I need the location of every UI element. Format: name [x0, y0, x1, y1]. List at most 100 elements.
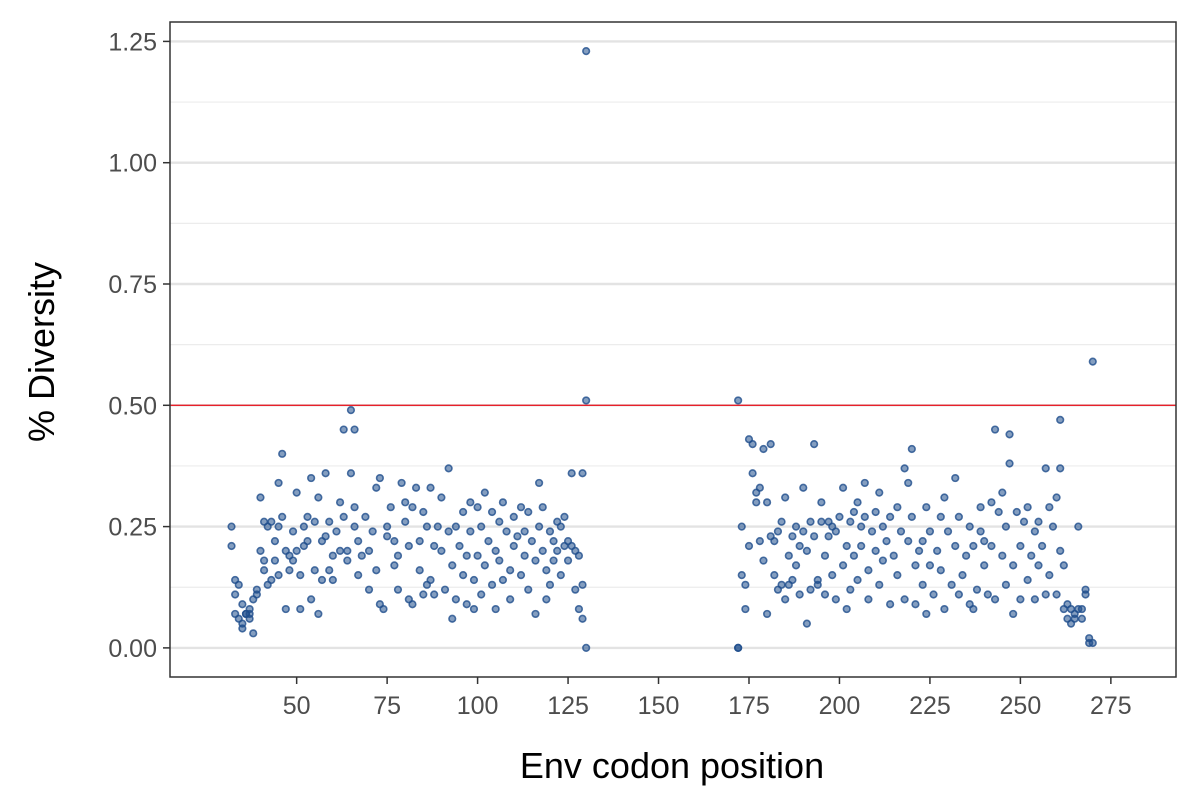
data-point: [828, 571, 837, 580]
data-point: [455, 541, 464, 551]
data-point: [415, 537, 424, 546]
data-point: [980, 537, 989, 546]
data-point: [430, 541, 439, 551]
data-point: [466, 527, 475, 536]
data-point: [1059, 561, 1068, 570]
data-point: [502, 527, 511, 536]
data-point: [1005, 459, 1014, 468]
data-point: [911, 600, 920, 609]
x-tick-label: 200: [819, 692, 861, 720]
data-point: [386, 503, 395, 512]
data-point: [325, 566, 334, 575]
data-point: [227, 541, 236, 551]
data-point: [419, 507, 428, 517]
data-point: [469, 604, 479, 614]
data-point: [516, 503, 526, 512]
data-point: [951, 541, 960, 551]
data-point: [477, 522, 486, 531]
data-point: [354, 571, 363, 580]
data-point: [1056, 546, 1065, 555]
data-point: [296, 571, 305, 580]
data-point: [824, 532, 833, 541]
data-point: [969, 541, 978, 551]
data-point: [513, 532, 522, 541]
data-point: [741, 580, 750, 589]
data-point: [737, 522, 746, 531]
x-tick-label: 50: [283, 692, 311, 720]
data-point: [582, 643, 591, 652]
data-point: [364, 585, 374, 594]
data-point: [835, 512, 844, 521]
data-point: [842, 604, 851, 614]
data-point: [451, 595, 460, 604]
data-point: [799, 483, 808, 492]
data-point: [426, 483, 435, 492]
data-point: [871, 507, 880, 517]
data-point: [954, 512, 963, 521]
x-tick-label: 125: [547, 692, 589, 720]
data-point: [1052, 590, 1061, 599]
data-point: [1077, 614, 1087, 623]
data-point: [1019, 517, 1029, 526]
data-point: [1088, 638, 1097, 648]
data-points: [227, 47, 1097, 652]
data-point: [820, 551, 830, 560]
data-point: [886, 600, 895, 609]
data-point: [943, 527, 953, 536]
data-point: [976, 503, 985, 512]
data-point: [781, 595, 790, 604]
y-tick-label: 0.25: [108, 514, 157, 542]
data-point: [495, 517, 504, 526]
data-point: [437, 546, 446, 555]
data-point: [379, 604, 388, 614]
data-point: [473, 551, 482, 560]
data-point: [846, 517, 855, 526]
data-point: [998, 551, 1007, 560]
data-point: [1088, 357, 1097, 366]
data-point: [480, 488, 489, 497]
data-point: [994, 507, 1003, 517]
data-point: [958, 571, 967, 580]
data-point: [922, 503, 931, 512]
data-point: [571, 585, 580, 594]
data-point: [328, 551, 337, 560]
data-point: [556, 571, 565, 580]
data-point: [527, 537, 536, 546]
data-point: [954, 590, 963, 599]
data-point: [755, 537, 764, 546]
data-point: [524, 585, 533, 594]
data-point: [846, 585, 855, 594]
data-point: [1045, 571, 1054, 580]
data-point: [1016, 541, 1025, 551]
data-point: [1056, 464, 1065, 473]
data-point: [487, 507, 497, 517]
data-point: [925, 527, 935, 536]
data-point: [227, 522, 236, 531]
data-point: [1001, 522, 1011, 531]
data-point: [904, 537, 913, 546]
data-point: [907, 512, 916, 521]
data-point: [567, 469, 576, 478]
data-point: [1041, 464, 1050, 473]
y-axis-ticks: 0.00 0.25 0.50 0.75 1.00 1.25: [108, 28, 170, 663]
data-point: [734, 643, 743, 652]
data-point: [549, 537, 558, 546]
data-point: [896, 527, 906, 536]
data-point: [882, 537, 891, 546]
data-point: [350, 503, 359, 512]
data-point: [795, 590, 804, 599]
data-point: [990, 425, 1000, 434]
data-point: [741, 604, 750, 614]
data-point: [383, 532, 392, 541]
data-point: [238, 624, 247, 633]
data-point: [911, 561, 920, 570]
data-point: [784, 551, 793, 560]
data-point: [940, 604, 949, 614]
data-point: [274, 571, 283, 580]
data-point: [802, 619, 811, 628]
data-point: [1001, 580, 1011, 589]
data-point: [1038, 541, 1047, 551]
data-point: [245, 604, 254, 614]
data-point: [245, 614, 254, 623]
data-point: [864, 595, 873, 604]
